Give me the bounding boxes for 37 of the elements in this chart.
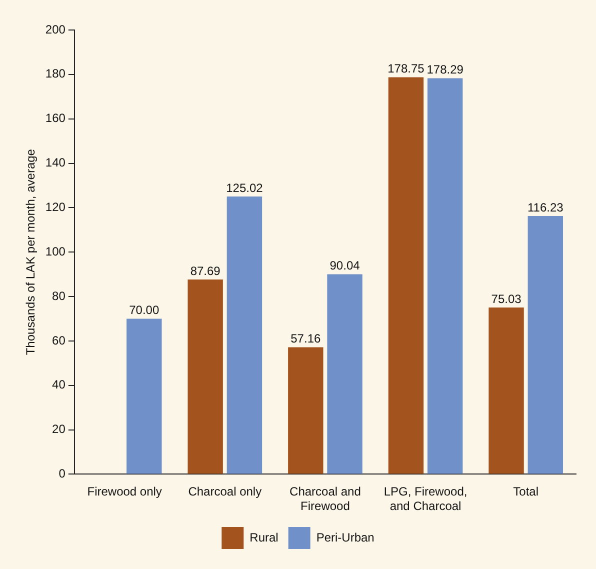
y-tick-label: 60 xyxy=(52,333,66,348)
data-label: 87.69 xyxy=(190,264,221,278)
y-tick-label: 80 xyxy=(52,288,66,303)
x-tick-label: LPG, Firewood, and Charcoal xyxy=(384,484,468,514)
data-label: 116.23 xyxy=(527,200,564,214)
data-label: 178.75 xyxy=(388,62,425,76)
y-tick-label: 200 xyxy=(45,22,66,36)
data-label: 125.02 xyxy=(226,180,264,195)
bar xyxy=(528,216,564,474)
bar xyxy=(427,78,463,474)
bar xyxy=(188,279,223,474)
y-tick-label: 140 xyxy=(45,156,66,170)
bar xyxy=(327,274,362,474)
data-label: 57.16 xyxy=(290,332,321,346)
data-label: 90.04 xyxy=(330,258,360,273)
y-tick-label: 40 xyxy=(52,378,66,392)
bar xyxy=(126,318,162,474)
y-tick-label: 0 xyxy=(58,466,66,481)
bar xyxy=(388,77,424,474)
y-tick-label: 160 xyxy=(45,111,66,126)
x-tick-label: Charcoal and Firewood xyxy=(290,484,361,514)
data-label: 70.00 xyxy=(129,303,160,318)
y-tick-label: 120 xyxy=(45,200,66,214)
data-label: 75.03 xyxy=(491,292,522,306)
data-label: 178.29 xyxy=(426,62,464,77)
x-tick-label: Charcoal only xyxy=(188,484,262,499)
y-tick-label: 20 xyxy=(52,422,66,436)
bar xyxy=(226,196,262,474)
legend-label: Rural xyxy=(250,530,278,544)
y-tick-label: 180 xyxy=(45,66,66,81)
y-tick-label: 100 xyxy=(45,244,66,258)
bar xyxy=(488,308,524,474)
y-axis-title: Thousands of LAK per month, average xyxy=(24,148,38,356)
bar xyxy=(288,347,324,474)
x-tick-label: Total xyxy=(513,484,539,499)
legend-label: Peri-Urban xyxy=(316,530,374,544)
x-tick-label: Firewood only xyxy=(87,484,162,499)
